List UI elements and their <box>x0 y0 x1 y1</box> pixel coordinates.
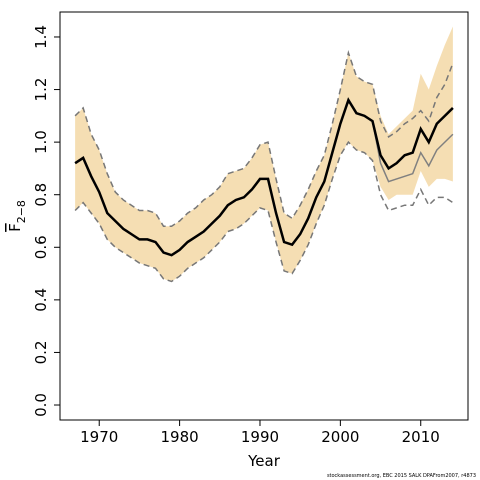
y-tick-label: 1.4 <box>32 25 50 49</box>
x-axis-label: Year <box>247 452 281 470</box>
y-tick-label: 0.8 <box>32 183 50 207</box>
plot-frame <box>59 11 469 421</box>
x-tick-label: 1970 <box>80 428 118 446</box>
y-axis-label-main: F <box>6 223 24 232</box>
y-tick-label: 1.2 <box>32 78 50 102</box>
bound-line <box>74 140 454 283</box>
y-tick-label: 1.0 <box>32 130 50 154</box>
y-tick-label: 0.2 <box>32 341 50 365</box>
y-tick-label: 0.6 <box>32 235 50 259</box>
x-tick-label: 1990 <box>241 428 279 446</box>
y-tick-label: 0.0 <box>32 393 50 417</box>
y-axis-label: F2−8 <box>6 200 28 232</box>
x-tick-label: 1980 <box>161 428 199 446</box>
estimate-line <box>74 97 454 257</box>
y-axis-label-subscript: 2−8 <box>15 200 28 223</box>
x-tick-label: 2010 <box>402 428 440 446</box>
x-tick-label: 2000 <box>321 428 359 446</box>
footnote: stockassessment.org, EBC 2015 SALK DPAFr… <box>327 473 476 479</box>
confidence-band <box>75 26 453 282</box>
bound-line <box>74 49 454 228</box>
y-tick-label: 0.4 <box>32 288 50 312</box>
